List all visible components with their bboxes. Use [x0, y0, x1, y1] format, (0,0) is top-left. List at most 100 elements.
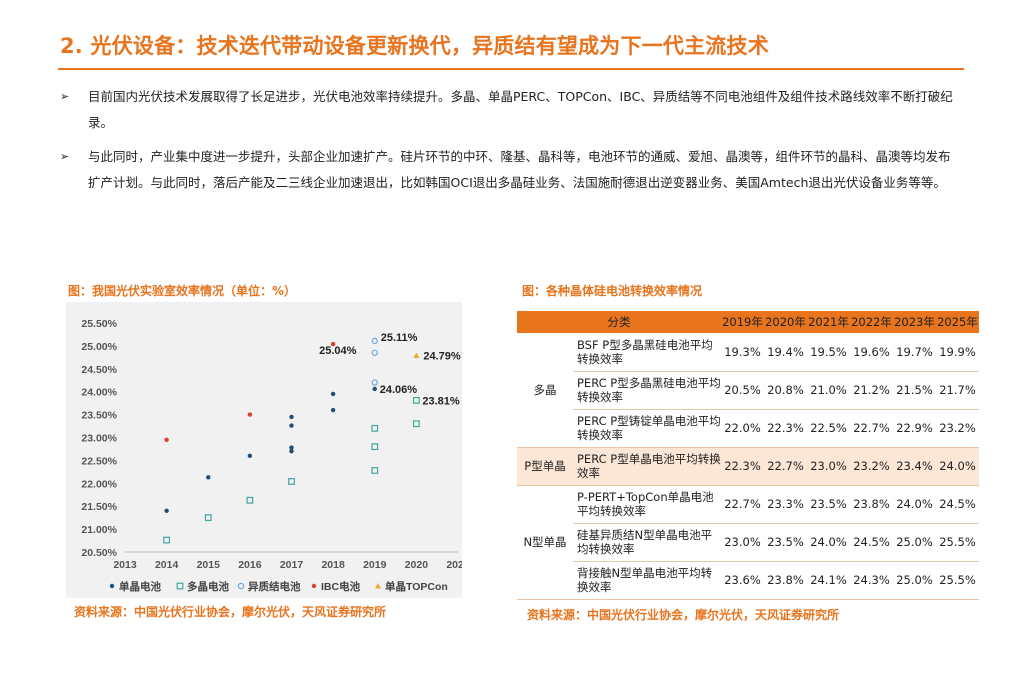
efficiency-value: 25.0% [893, 523, 936, 562]
table-row: PERC P型多晶黑硅电池平均转换效率 20.5% 20.8% 21.0% 21.2% 2… [517, 371, 979, 410]
page-title: 2. 光伏设备：技术迭代带动设备更新换代，异质结有望成为下一代主流技术 [60, 34, 769, 58]
header-year: 2023年 [893, 311, 936, 333]
efficiency-value: 23.6% [721, 561, 764, 600]
y-tick-label: 21.50% [81, 501, 117, 513]
efficiency-value: 24.0% [936, 447, 979, 486]
group-label: N型单晶 [517, 485, 573, 600]
legend-label: 异质结电池 [248, 580, 301, 593]
data-point [247, 453, 253, 459]
legend-marker [375, 583, 381, 589]
data-point [330, 407, 336, 413]
table-row: P型单晶 PERC P型单晶电池平均转换效率 22.3% 22.7% 23.0% 23.2… [517, 447, 979, 486]
data-label: 24.06% [380, 384, 418, 396]
efficiency-value: 25.5% [936, 561, 979, 600]
data-point [289, 414, 294, 420]
efficiency-value: 23.8% [850, 485, 893, 524]
title-divider [58, 68, 964, 70]
data-label: 25.11% [381, 332, 418, 344]
bullet-text: 目前国内光伏技术发展取得了长足进步，光伏电池效率持续提升。多晶、单晶PERC、T… [88, 89, 953, 130]
table-row: 硅基异质结N型单晶电池平均转换效率 23.0% 23.5% 24.0% 24.5% 25.… [517, 523, 979, 562]
legend-marker [176, 582, 184, 590]
x-tick-label: 2013 [113, 559, 137, 571]
legend-marker [109, 583, 115, 589]
efficiency-value: 21.2% [850, 371, 893, 410]
efficiency-value: 24.5% [936, 485, 979, 524]
data-point [371, 379, 378, 386]
data-point [330, 341, 336, 347]
efficiency-value: 24.0% [893, 485, 936, 524]
y-tick-label: 22.50% [81, 455, 117, 467]
efficiency-value: 23.0% [721, 523, 764, 562]
header-year: 2025年 [936, 311, 979, 333]
efficiency-value: 23.5% [764, 523, 807, 562]
y-tick-label: 24.50% [81, 364, 117, 376]
data-label: 25.04% [319, 345, 357, 357]
efficiency-value: 25.0% [893, 561, 936, 600]
data-point [372, 386, 377, 392]
header-category: 分类 [517, 311, 721, 333]
y-tick-label: 20.50% [81, 547, 117, 559]
x-tick-label: 2017 [280, 559, 304, 571]
efficiency-value: 21.5% [893, 371, 936, 410]
efficiency-value: 23.3% [764, 485, 807, 524]
bullet-text: 与此同时，产业集中度进一步提升，头部企业加速扩产。硅片环节的中环、隆基、晶科等，… [88, 149, 951, 190]
efficiency-value: 22.3% [721, 447, 764, 486]
table-row: N型单晶 P-PERT+TopCon单晶电池平均转换效率 22.7% 23.3% 23.… [517, 485, 979, 600]
efficiency-value: 19.3% [721, 333, 764, 372]
efficiency-value: 23.4% [893, 447, 936, 486]
data-point [412, 420, 420, 428]
legend-label: IBC电池 [321, 580, 361, 593]
table-caption: 图：各种晶体硅电池转换效率情况 [522, 284, 703, 298]
data-point [289, 423, 294, 428]
legend-marker [311, 583, 317, 589]
data-point [371, 467, 379, 474]
efficiency-value: 24.5% [850, 523, 893, 562]
table-source: 资料来源：中国光伏行业协会，摩尔光伏，天风证券研究所 [527, 608, 840, 622]
data-point [413, 352, 420, 359]
data-point [371, 424, 379, 432]
efficiency-scatter-chart: 20.50% 21.00% 21.50% 22.00% 22.50% 23.00% 23.5… [66, 302, 462, 598]
table-row: 多晶 BSF P型多晶黑硅电池平均转换效率 19.3% 19.4% 19.5% 19.6%… [517, 333, 979, 448]
x-tick-label: 2016 [238, 559, 262, 571]
header-year: 2020年 [764, 311, 807, 333]
efficiency-value: 23.2% [850, 447, 893, 486]
efficiency-value: 22.3% [764, 409, 807, 448]
legend-label: 单晶TOPCon [385, 580, 448, 593]
data-point [206, 475, 211, 480]
y-tick-label: 23.00% [81, 433, 117, 445]
data-label: 24.79% [423, 351, 461, 363]
x-tick-label: 2018 [321, 559, 345, 571]
efficiency-value: 22.9% [893, 409, 936, 448]
legend-marker [237, 582, 245, 590]
data-point [164, 508, 169, 513]
efficiency-value: 21.0% [807, 371, 850, 410]
data-point [371, 349, 378, 356]
data-point [164, 437, 169, 442]
y-tick-label: 25.50% [81, 318, 117, 330]
bullet-arrow-icon: ➢ [60, 150, 70, 163]
efficiency-value: 22.5% [807, 409, 850, 448]
efficiency-value: 23.0% [807, 447, 850, 486]
efficiency-table: 分类 2019年 2020年 2021年 2022年 2023年 2025年 多晶 BSF P… [517, 311, 979, 600]
table-row: PERC P型铸锭单晶电池平均转换效率 22.0% 22.3% 22.5% 22.7% 2… [517, 409, 979, 448]
efficiency-value: 24.1% [807, 561, 850, 600]
data-label: 23.81% [422, 395, 460, 407]
efficiency-value: 24.0% [807, 523, 850, 562]
efficiency-value: 19.9% [936, 333, 979, 372]
chart-source: 资料来源：中国光伏行业协会，摩尔光伏，天风证券研究所 [74, 605, 387, 619]
bullet-arrow-icon: ➢ [60, 90, 70, 103]
data-point [289, 445, 294, 450]
data-point [330, 391, 336, 397]
efficiency-value: 22.7% [850, 409, 893, 448]
efficiency-value: 22.7% [721, 485, 764, 524]
efficiency-value: 19.5% [807, 333, 850, 372]
y-tick-label: 21.00% [81, 524, 117, 536]
efficiency-value: 23.5% [807, 485, 850, 524]
tech-name: BSF P型多晶黑硅电池平均转换效率 [573, 333, 721, 372]
efficiency-value: 20.5% [721, 371, 764, 410]
chart-canvas: 20.50% 21.00% 21.50% 22.00% 22.50% 23.00% 23.5… [81, 318, 462, 593]
tech-name: P-PERT+TopCon单晶电池平均转换效率 [573, 485, 721, 524]
data-point [371, 443, 379, 451]
efficiency-value: 23.2% [936, 409, 979, 448]
data-point [288, 478, 295, 485]
